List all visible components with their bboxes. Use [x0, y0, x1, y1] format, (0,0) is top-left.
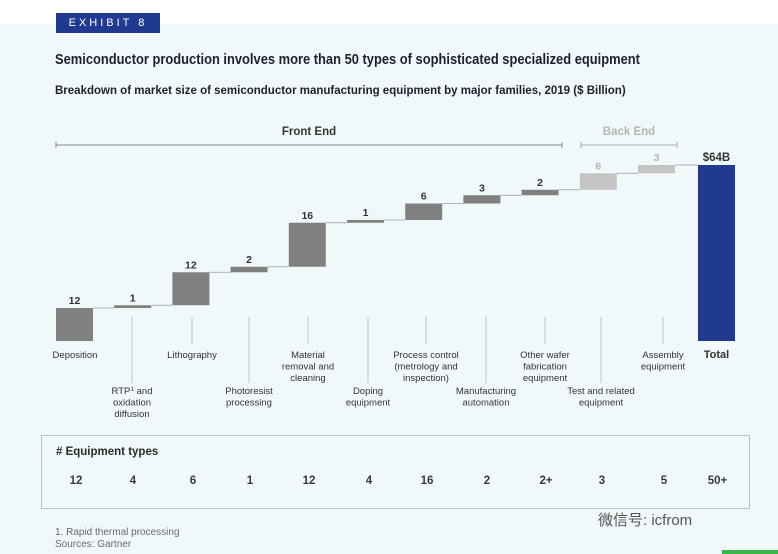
bar-value-5: 1	[363, 207, 369, 219]
equipment-type-count-5: 4	[365, 475, 373, 487]
bar-7	[463, 195, 501, 204]
category-label-10: Assembly equipment	[641, 350, 686, 373]
equipment-types-box: # Equipment types 12 4 6 1 12 4 16 2 2+ 3 5 50+	[41, 435, 750, 509]
footnote-rtp: 1. Rapid thermal processing	[55, 527, 180, 538]
bar-value-6: 6	[421, 191, 427, 203]
footnotes: 1. Rapid thermal processing Sources: Gar…	[55, 527, 180, 551]
bar-1	[114, 305, 152, 308]
bar-value-8: 2	[537, 177, 543, 189]
chart-panel	[0, 24, 778, 554]
chart-subtitle: Breakdown of market size of semiconducto…	[55, 85, 626, 97]
category-label-4: Material removal and cleaning	[282, 350, 334, 384]
chart-title: Semiconductor production involves more t…	[55, 51, 640, 68]
bar-value-3: 2	[246, 254, 252, 266]
equipment-types-title: # Equipment types	[56, 446, 159, 458]
front-end-label: Front End	[282, 126, 336, 138]
category-label-1: RTP1 and oxidation diffusion	[112, 386, 153, 420]
equipment-type-count-1: 4	[129, 475, 137, 487]
category-label-7: Manufacturing automation	[456, 386, 516, 409]
equipment-type-count-8: 2+	[539, 475, 553, 487]
bar-10	[638, 165, 675, 174]
equipment-type-count-2: 6	[189, 475, 197, 487]
bar-9	[579, 173, 617, 190]
equipment-type-count-10: 5	[660, 475, 668, 487]
equipment-type-count-0: 12	[69, 475, 83, 487]
bar-0	[56, 308, 93, 341]
decorative-strip	[722, 550, 778, 554]
bar-value-7: 3	[479, 182, 485, 194]
bar-value-4: 16	[301, 210, 313, 222]
bar-value-10: 3	[654, 152, 660, 164]
bar-2	[172, 272, 210, 306]
category-label-0: Deposition	[53, 350, 98, 361]
bar-8	[521, 189, 559, 196]
category-label-total: Total	[704, 349, 729, 361]
bar-value-1: 1	[130, 292, 136, 304]
category-label-5: Doping equipment	[346, 386, 391, 409]
bar-6	[405, 203, 443, 220]
bar-5	[347, 220, 384, 223]
category-label-3: Photoresist processing	[225, 386, 273, 409]
category-label-8: Other wafer fabrication equipment	[520, 350, 570, 384]
category-label-2: Lithography	[167, 350, 217, 361]
back-end-label: Back End	[603, 126, 655, 138]
watermark: 微信号: icfrom	[598, 512, 693, 529]
equipment-type-count-4: 12	[302, 475, 316, 487]
bar-value-2: 12	[185, 259, 197, 271]
bar-4	[288, 222, 326, 267]
bar-value-0: 12	[69, 295, 81, 307]
bar-3	[230, 266, 268, 273]
equipment-type-count-9: 3	[598, 475, 606, 487]
exhibit-badge: EXHIBIT 8	[56, 13, 160, 33]
equipment-type-count-6: 16	[420, 475, 434, 487]
equipment-type-count-3: 1	[246, 475, 254, 487]
category-label-9: Test and related equipment	[567, 386, 635, 409]
category-label-6: Process control (metrology and inspection)	[393, 350, 458, 384]
bar-total	[698, 165, 735, 341]
equipment-type-count-11: 50+	[707, 475, 728, 487]
bar-value-total: $64B	[703, 152, 731, 164]
bar-value-9: 6	[595, 160, 601, 172]
footnote-sources: Sources: Gartner	[55, 539, 132, 550]
equipment-type-count-7: 2	[483, 475, 491, 487]
